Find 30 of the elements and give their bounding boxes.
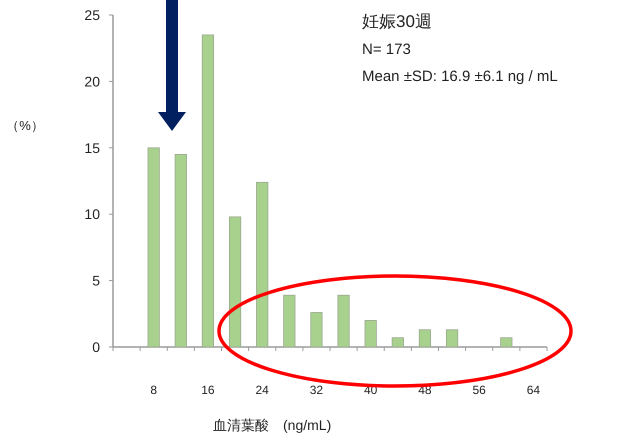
bar bbox=[174, 154, 187, 348]
y-tick-label: 15 bbox=[84, 140, 100, 156]
x-tick-label: 24 bbox=[256, 383, 270, 397]
x-tick-label: 8 bbox=[150, 383, 158, 397]
bar bbox=[392, 337, 404, 348]
bar bbox=[337, 294, 350, 348]
bar bbox=[364, 320, 377, 348]
bar bbox=[446, 329, 458, 348]
x-tick-label: 64 bbox=[526, 383, 540, 397]
x-tick-label: 56 bbox=[472, 383, 486, 397]
bar bbox=[310, 312, 323, 348]
bar bbox=[148, 147, 160, 348]
bar bbox=[500, 337, 512, 348]
x-axis-title: 血清葉酸 (ng/mL) bbox=[213, 417, 332, 433]
annotation: Mean ±SD: 16.9 ±6.1 ng / mL bbox=[362, 68, 558, 85]
y-tick-label: 20 bbox=[84, 73, 100, 90]
x-tick-label: 32 bbox=[310, 383, 324, 397]
bar bbox=[256, 182, 268, 348]
bar bbox=[228, 216, 242, 348]
bar bbox=[202, 34, 214, 348]
bar bbox=[283, 294, 296, 348]
y-tick-label: 10 bbox=[84, 206, 100, 222]
bar bbox=[418, 329, 432, 348]
y-tick-label: 0 bbox=[92, 339, 100, 355]
y-tick-label: 25 bbox=[84, 7, 100, 23]
x-tick-label: 16 bbox=[201, 383, 215, 397]
y-axis-title: （%） bbox=[6, 118, 44, 133]
annotation: N= 173 bbox=[362, 41, 411, 58]
chart-title: 妊娠30週 bbox=[362, 12, 432, 31]
y-tick-label: 5 bbox=[92, 272, 100, 289]
